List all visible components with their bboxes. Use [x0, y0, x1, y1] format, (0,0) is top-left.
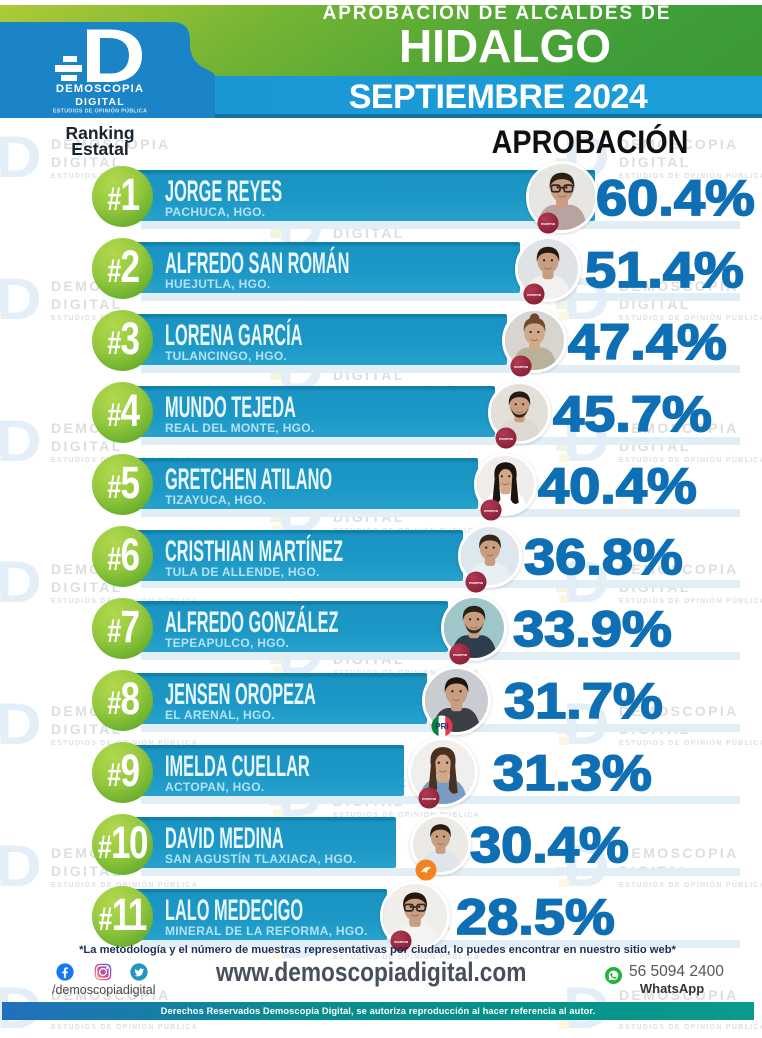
svg-text:D: D	[81, 20, 146, 98]
svg-text:D: D	[0, 554, 42, 612]
svg-text:D: D	[0, 838, 42, 896]
svg-text:D: D	[0, 129, 42, 187]
svg-text:D: D	[563, 838, 610, 896]
svg-text:DIGITAL: DIGITAL	[75, 96, 125, 108]
svg-text:DEMOSCOPIA: DEMOSCOPIA	[56, 83, 144, 95]
svg-text:morena: morena	[469, 581, 484, 585]
svg-text:ESTUDIOS DE OPINIÓN PÚBLICA: ESTUDIOS DE OPINIÓN PÚBLICA	[53, 107, 147, 115]
svg-text:morena: morena	[484, 509, 499, 513]
svg-text:PRI: PRI	[435, 722, 449, 731]
svg-text:morena: morena	[499, 437, 514, 441]
svg-text:morena: morena	[541, 222, 556, 226]
svg-text:D: D	[0, 696, 42, 754]
svg-text:D: D	[0, 413, 42, 471]
svg-text:morena: morena	[453, 653, 468, 657]
svg-text:morena: morena	[422, 797, 437, 801]
svg-text:D: D	[0, 271, 42, 329]
svg-text:morena: morena	[527, 293, 542, 297]
svg-text:morena: morena	[394, 940, 409, 944]
svg-text:morena: morena	[514, 365, 529, 369]
